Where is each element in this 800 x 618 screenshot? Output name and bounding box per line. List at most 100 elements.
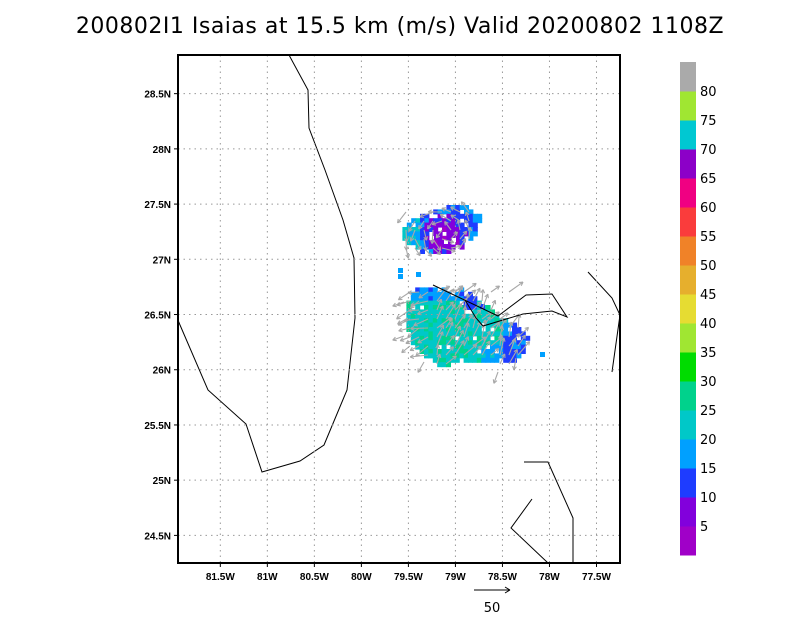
wind-speed-pixel [455, 240, 461, 246]
wind-vector-shaft [439, 213, 452, 222]
wind-speed-pixel [494, 353, 500, 359]
wind-speed-pixel [424, 231, 430, 237]
wind-speed-pixel [432, 331, 438, 337]
wind-speed-pixel [468, 313, 473, 319]
colorbar-swatch [680, 352, 696, 382]
wind-vector-shaft [459, 230, 468, 240]
wind-vector-head [439, 305, 444, 309]
wind-speed-pixel [415, 222, 421, 228]
wind-speed-pixel [432, 309, 438, 315]
wind-speed-pixel [428, 344, 434, 350]
colorbar-label: 70 [700, 143, 717, 158]
colorbar-label: 60 [700, 201, 717, 216]
wind-speed-pixel [415, 313, 421, 319]
wind-speed-pixel [428, 353, 434, 359]
wind-vector-head [437, 344, 441, 349]
reference-vector: 50 [474, 586, 511, 616]
wind-vector-head [407, 292, 413, 296]
wind-speed-pixel [424, 291, 429, 297]
wind-vector-head [447, 316, 452, 319]
wind-speed-pixel [450, 357, 456, 363]
wind-vector-head [398, 330, 403, 333]
wind-speed-pixel [512, 353, 517, 359]
wind-vector-head [452, 355, 457, 358]
wind-vector-head [468, 314, 473, 318]
wind-speed-pixel [468, 318, 473, 324]
wind-vector-head [487, 294, 489, 299]
wind-speed-pixel [468, 305, 473, 310]
wind-vector-arrow [472, 345, 482, 356]
wind-vector-shaft [490, 300, 496, 311]
wind-speed-pixel [512, 322, 517, 328]
coastline-layer [178, 55, 620, 563]
wind-vector-arrow [472, 287, 481, 302]
wind-speed-pixel [424, 296, 429, 302]
x-tick-label: 78W [539, 572, 560, 583]
wind-speed-pixel [428, 305, 434, 310]
wind-vector-arrow [408, 220, 416, 232]
wind-vector-arrow [444, 221, 452, 231]
wind-speed-pixel [507, 357, 513, 363]
colorbar-label: 40 [700, 317, 717, 332]
wind-speed-pixel [450, 318, 456, 324]
wind-vector-arrow [492, 371, 499, 384]
wind-vector-arrow [441, 247, 456, 253]
wind-speed-pixel [428, 309, 434, 315]
wind-speed-pixel [503, 353, 509, 359]
wind-vector-head [406, 237, 409, 243]
wind-speed-pixel [463, 344, 469, 350]
y-tick-label: 24.5N [144, 531, 171, 542]
wind-speed-pixel [540, 352, 545, 357]
wind-vector-arrow [481, 319, 488, 338]
wind-speed-pixel [441, 353, 447, 359]
wind-vector-head [409, 346, 413, 351]
x-tick-label: 78.5W [488, 572, 517, 583]
wind-vector-shaft [454, 325, 461, 338]
wind-speed-pixel [494, 322, 500, 328]
wind-speed-pixel [450, 353, 456, 359]
wind-vector-shaft [396, 300, 411, 306]
wind-vector-arrow [490, 285, 500, 293]
wind-vector-head [410, 304, 415, 307]
wind-vector-head [484, 293, 489, 298]
wind-vector-shaft [463, 282, 477, 293]
wind-vector-arrow [413, 318, 429, 327]
wind-vector-head [495, 311, 500, 314]
wind-speed-pixel [433, 249, 439, 254]
wind-speed-pixel [420, 231, 425, 237]
wind-speed-pixel [464, 227, 469, 232]
wind-vector-head [480, 289, 484, 294]
wind-speed-pixel [459, 222, 465, 228]
wind-speed-pixel [468, 331, 473, 337]
wind-vector-head [503, 337, 506, 342]
wind-speed-pixel [424, 287, 429, 293]
wind-data-gap [452, 238, 456, 242]
wind-vector-head [515, 333, 520, 336]
wind-vector-shaft [464, 219, 470, 231]
colorbar-swatch [680, 323, 696, 353]
wind-vector-head [456, 220, 459, 225]
chart-title: 200802I1 Isaias at 15.5 km (m/s) Valid 2… [75, 14, 725, 39]
colorbar-label: 25 [700, 404, 717, 419]
wind-speed-pixel [446, 327, 451, 332]
wind-speed-pixel [503, 340, 509, 346]
wind-speed-pixel [424, 331, 429, 337]
x-tick-label: 81.5W [206, 572, 235, 583]
wind-speed-pixel [476, 318, 482, 324]
wind-speed-pixel [424, 318, 429, 324]
wind-speed-pixel [468, 353, 473, 359]
wind-speed-pixel [428, 296, 434, 302]
wind-speed-pixel [424, 327, 429, 332]
wind-vector-arrow [436, 353, 442, 365]
wind-speed-pixel [428, 227, 434, 232]
y-tick-label: 27.5N [144, 200, 171, 211]
wind-speed-pixel [516, 349, 522, 354]
wind-vector-arrow [445, 335, 455, 347]
colorbar-swatch [680, 497, 696, 527]
wind-speed-pixel [432, 335, 438, 341]
wind-speed-pixel [415, 296, 421, 302]
wind-vector-arrow [445, 317, 453, 329]
wind-vector-shaft [403, 318, 420, 322]
wind-speed-pixel [437, 291, 443, 297]
wind-vector-head [413, 321, 417, 326]
